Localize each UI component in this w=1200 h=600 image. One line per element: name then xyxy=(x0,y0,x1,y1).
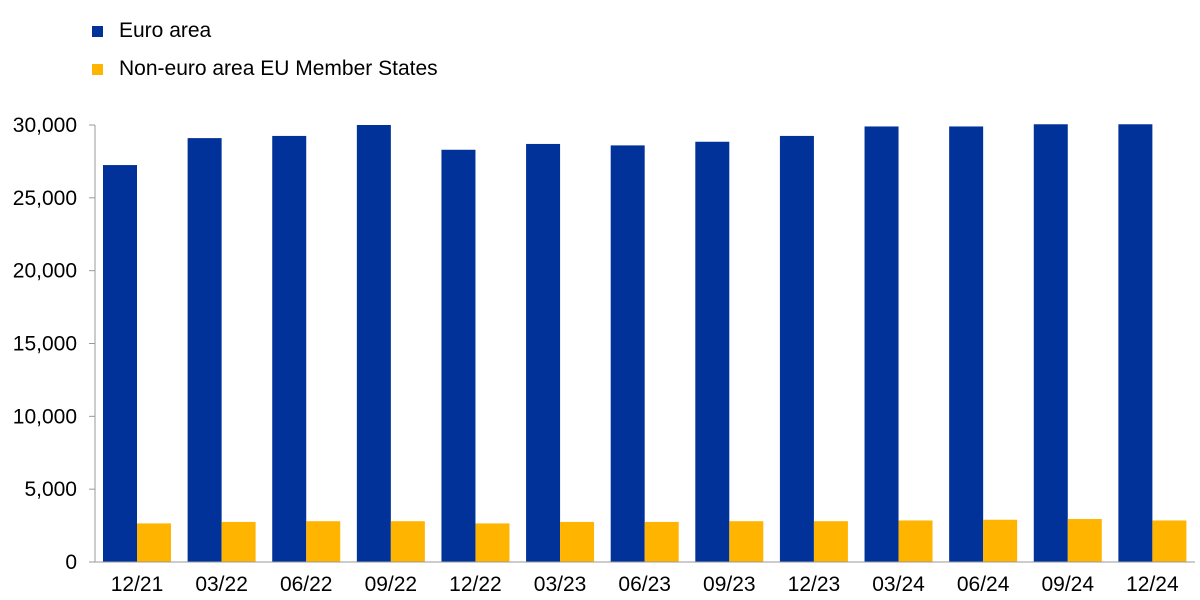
x-tick-label: 09/23 xyxy=(703,573,756,596)
x-tick-label: 09/22 xyxy=(365,573,418,596)
y-tick-label: 20,000 xyxy=(13,260,77,283)
x-tick-label: 12/22 xyxy=(449,573,502,596)
x-tick-label: 09/24 xyxy=(1041,573,1094,596)
bar-non-euro-area xyxy=(983,519,1018,562)
bar-non-euro-area xyxy=(644,521,679,562)
bar-euro-area xyxy=(864,126,899,562)
x-tick-label: 03/24 xyxy=(872,573,925,596)
bar-euro-area xyxy=(1118,124,1153,562)
x-tick-label: 06/22 xyxy=(280,573,333,596)
bar-non-euro-area xyxy=(475,523,510,562)
legend-swatch-euro-area xyxy=(92,25,103,37)
bar-euro-area xyxy=(441,149,476,562)
y-tick-label: 5,000 xyxy=(24,478,77,501)
x-tick-label: 06/23 xyxy=(618,573,671,596)
chart-legend: Euro area Non-euro area EU Member States xyxy=(92,12,438,88)
bar-non-euro-area xyxy=(813,521,848,562)
bar-non-euro-area xyxy=(390,521,425,562)
bar-euro-area xyxy=(356,125,391,562)
bar-non-euro-area xyxy=(729,521,764,562)
y-tick-label: 30,000 xyxy=(13,114,77,137)
x-tick-label: 03/22 xyxy=(195,573,248,596)
legend-swatch-non-euro-area xyxy=(92,63,103,75)
bar-euro-area xyxy=(610,145,645,563)
bar-non-euro-area xyxy=(1152,520,1187,562)
bar-euro-area xyxy=(272,135,307,563)
bar-euro-area xyxy=(949,126,984,562)
x-tick-label: 03/23 xyxy=(534,573,587,596)
y-tick-label: 10,000 xyxy=(13,405,77,428)
y-tick-label: 25,000 xyxy=(13,187,77,210)
legend-label-non-euro-area: Non-euro area EU Member States xyxy=(119,57,438,80)
legend-item-euro-area: Euro area xyxy=(92,12,438,50)
x-tick-label: 12/24 xyxy=(1126,573,1179,596)
bar-euro-area xyxy=(187,138,222,563)
legend-label-euro-area: Euro area xyxy=(119,19,212,42)
bar-non-euro-area xyxy=(221,521,256,562)
bar-euro-area xyxy=(526,143,561,563)
x-tick-label: 12/21 xyxy=(111,573,164,596)
x-tick-label: 12/23 xyxy=(788,573,841,596)
bar-non-euro-area xyxy=(898,520,933,562)
bar-euro-area xyxy=(103,165,137,562)
bar-non-euro-area xyxy=(306,521,341,562)
bar-non-euro-area xyxy=(137,523,171,562)
y-tick-label: 0 xyxy=(65,551,77,574)
bar-non-euro-area xyxy=(1067,519,1102,562)
bar-euro-area xyxy=(695,141,730,563)
bar-non-euro-area xyxy=(560,521,595,562)
y-tick-label: 15,000 xyxy=(13,333,77,356)
bar-euro-area xyxy=(1033,124,1068,562)
legend-item-non-euro-area: Non-euro area EU Member States xyxy=(92,50,438,88)
bar-euro-area xyxy=(779,135,814,563)
x-tick-label: 06/24 xyxy=(957,573,1010,596)
